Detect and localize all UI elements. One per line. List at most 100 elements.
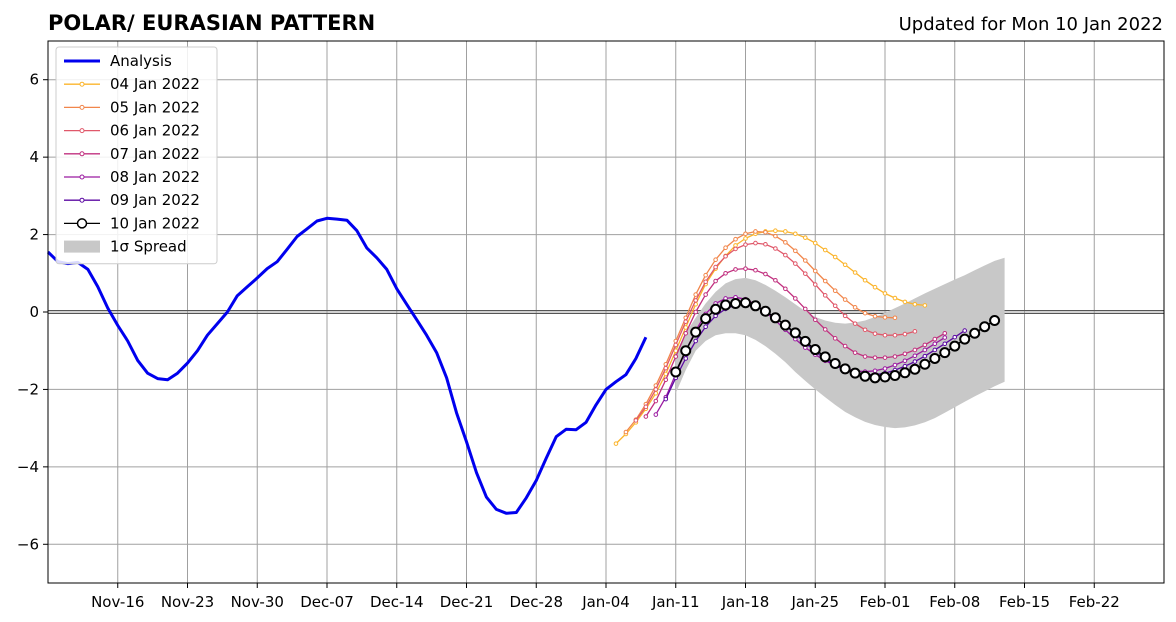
legend-marker xyxy=(79,174,85,180)
data-point xyxy=(783,286,788,292)
data-point xyxy=(822,278,828,284)
data-point xyxy=(723,245,728,251)
data-point xyxy=(979,321,991,333)
data-point xyxy=(832,254,838,260)
data-point xyxy=(862,327,868,333)
data-point xyxy=(683,330,689,336)
legend-label: 1σ Spread xyxy=(110,238,187,256)
data-point xyxy=(942,330,948,336)
data-point xyxy=(939,347,951,359)
data-point xyxy=(872,331,878,336)
x-tick-label: Dec-21 xyxy=(440,593,494,611)
data-point xyxy=(882,332,888,338)
data-point xyxy=(740,297,751,309)
y-tick-label: −4 xyxy=(17,458,39,476)
data-point xyxy=(653,412,659,417)
series-2 xyxy=(623,229,898,435)
y-tick-label: 2 xyxy=(29,226,39,244)
data-point xyxy=(733,267,738,272)
data-point xyxy=(842,262,848,268)
data-point xyxy=(872,284,878,290)
data-point xyxy=(862,277,868,283)
data-point xyxy=(693,292,698,297)
data-point xyxy=(942,341,948,347)
legend-marker xyxy=(79,197,85,203)
legend-label: 10 Jan 2022 xyxy=(110,214,200,232)
data-point xyxy=(902,299,908,305)
data-point xyxy=(889,369,901,381)
data-point xyxy=(753,229,758,234)
x-tick-label: Feb-01 xyxy=(859,593,910,611)
data-point xyxy=(812,240,818,246)
data-point xyxy=(703,279,708,285)
data-point xyxy=(882,355,888,360)
data-point xyxy=(703,292,708,297)
data-point xyxy=(793,248,798,254)
data-point xyxy=(653,398,659,404)
data-point xyxy=(783,240,788,245)
data-point xyxy=(623,429,629,435)
data-point xyxy=(663,365,669,371)
series-line xyxy=(46,216,648,515)
data-point xyxy=(929,352,941,364)
data-point xyxy=(852,305,858,310)
data-point xyxy=(809,344,821,356)
data-point xyxy=(693,298,698,303)
data-point xyxy=(852,321,858,326)
data-point xyxy=(763,229,768,235)
series-3 xyxy=(633,240,918,423)
legend-marker xyxy=(79,128,85,134)
data-point xyxy=(690,326,702,338)
x-tick-label: Dec-07 xyxy=(300,593,354,611)
data-point xyxy=(922,303,928,308)
legend-label: 05 Jan 2022 xyxy=(110,98,200,116)
data-point xyxy=(902,358,908,364)
data-point xyxy=(892,362,898,368)
data-point xyxy=(862,354,868,359)
data-point xyxy=(859,370,871,382)
data-point xyxy=(693,309,698,315)
data-point xyxy=(832,288,838,294)
x-tick-label: Jan-25 xyxy=(790,593,839,611)
data-point xyxy=(882,291,888,296)
legend-label: 04 Jan 2022 xyxy=(110,75,200,93)
data-point xyxy=(922,347,928,353)
data-point xyxy=(793,231,798,237)
data-point xyxy=(932,347,938,353)
data-point xyxy=(879,371,891,383)
data-point xyxy=(902,331,908,337)
x-tick-label: Nov-16 xyxy=(91,593,144,611)
data-point xyxy=(663,371,669,377)
data-point xyxy=(753,240,758,246)
data-point xyxy=(773,246,778,251)
data-point xyxy=(852,350,858,355)
x-tick-label: Dec-28 xyxy=(509,593,563,611)
data-point xyxy=(670,366,682,378)
data-point xyxy=(793,296,798,301)
data-point xyxy=(892,332,898,338)
data-point xyxy=(773,233,778,239)
data-point xyxy=(892,295,898,301)
data-point xyxy=(773,277,778,283)
data-point xyxy=(713,264,718,270)
data-point xyxy=(819,351,831,363)
data-point xyxy=(962,328,968,333)
data-point xyxy=(872,355,878,360)
data-point xyxy=(882,315,888,320)
series-line xyxy=(625,230,896,433)
data-point xyxy=(802,271,808,276)
data-point xyxy=(710,303,722,315)
data-point xyxy=(912,359,918,364)
legend-label: 07 Jan 2022 xyxy=(110,145,200,163)
axis-labels: Nov-16 Nov-23 Nov-30 Dec-07 Dec-14 Dec-21 Dec-… xyxy=(17,71,1120,611)
chart-title: POLAR/ EURASIAN PATTERN xyxy=(48,11,375,35)
data-point xyxy=(842,343,848,349)
data-point xyxy=(643,414,649,419)
data-point xyxy=(892,315,898,321)
data-point xyxy=(959,333,971,345)
data-point xyxy=(872,313,878,319)
y-tick-label: 4 xyxy=(29,148,39,166)
legend-label: 06 Jan 2022 xyxy=(110,122,200,140)
data-point xyxy=(942,335,948,340)
